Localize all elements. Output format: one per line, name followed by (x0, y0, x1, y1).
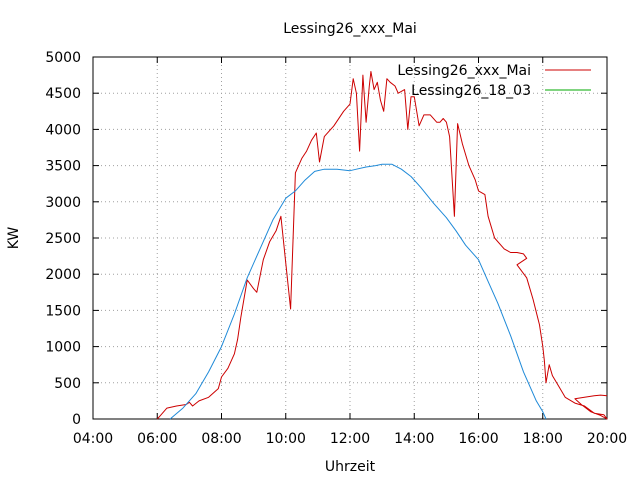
axis-ticks: 04:00 06:00 08:00 10:00 12:00 14:00 16:00 18:00… (45, 50, 627, 447)
x-tick-label: 20:00 (587, 431, 627, 447)
y-tick-label: 2500 (45, 231, 81, 247)
y-tick-label: 4500 (45, 86, 81, 102)
y-tick-label: 0 (72, 412, 81, 428)
y-tick-label: 1000 (45, 340, 81, 356)
x-tick-label: 06:00 (137, 431, 177, 447)
x-tick-label: 10:00 (266, 431, 306, 447)
legend: Lessing26_xxx_Mai Lessing26_18_03 (397, 63, 591, 99)
x-axis-label: Uhrzeit (325, 459, 376, 475)
x-tick-label: 14:00 (394, 431, 434, 447)
legend-label-2: Lessing26_18_03 (411, 83, 531, 99)
y-tick-label: 1500 (45, 303, 81, 319)
y-tick-label: 3000 (45, 195, 81, 211)
series-lines (156, 71, 608, 420)
y-axis-label: KW (6, 227, 22, 250)
legend-label-1: Lessing26_xxx_Mai (397, 63, 531, 79)
chart-title: Lessing26_xxx_Mai (283, 21, 417, 37)
x-tick-label: 04:00 (73, 431, 113, 447)
y-tick-label: 4000 (45, 122, 81, 138)
x-tick-label: 12:00 (330, 431, 370, 447)
grid-lines (93, 57, 607, 419)
x-tick-label: 16:00 (458, 431, 498, 447)
y-tick-label: 3500 (45, 159, 81, 175)
y-tick-label: 2000 (45, 267, 81, 283)
x-tick-label: 18:00 (523, 431, 563, 447)
series-line-1 (156, 71, 608, 420)
series-line-2 (169, 163, 547, 420)
y-tick-label: 5000 (45, 50, 81, 66)
y-tick-label: 500 (54, 376, 81, 392)
x-tick-label: 08:00 (201, 431, 241, 447)
